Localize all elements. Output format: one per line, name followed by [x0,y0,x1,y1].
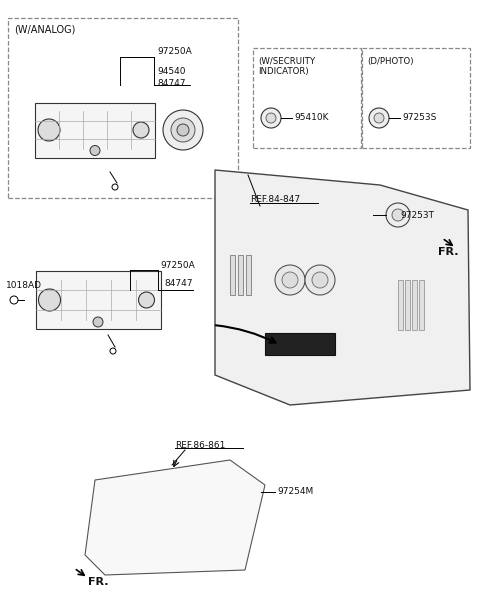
Bar [8,18,238,198]
Circle shape [38,119,60,141]
Circle shape [171,118,195,142]
Bar [35,103,155,157]
Text: (W/SECRUITY
INDICATOR): (W/SECRUITY INDICATOR) [258,57,315,77]
Text: 97250A: 97250A [160,260,195,270]
Text: 97254M: 97254M [277,487,313,496]
Text: 97253T: 97253T [400,210,434,219]
Text: 84747: 84747 [157,78,185,87]
Bar [238,255,243,295]
Text: 95410K: 95410K [294,113,328,122]
Circle shape [266,113,276,123]
Text: 1018AD: 1018AD [6,280,42,289]
Circle shape [312,272,328,288]
Bar [362,48,470,148]
Text: (D/PHOTO): (D/PHOTO) [367,57,413,66]
Bar [36,271,160,329]
Circle shape [392,209,404,221]
Circle shape [282,272,298,288]
Circle shape [110,348,116,354]
Text: REF.86-861: REF.86-861 [175,441,226,449]
Bar [246,255,251,295]
Text: 84747: 84747 [164,279,192,288]
Text: 97253S: 97253S [402,113,436,122]
Circle shape [374,113,384,123]
Circle shape [163,110,203,150]
Circle shape [386,203,410,227]
Circle shape [369,108,389,128]
Text: (W/ANALOG): (W/ANALOG) [14,24,75,34]
Bar [398,280,403,330]
Circle shape [275,265,305,295]
PathPatch shape [85,460,265,575]
Circle shape [177,124,189,136]
Text: REF.84-847: REF.84-847 [250,195,300,204]
Text: 94540: 94540 [157,68,185,77]
Bar [419,280,424,330]
Text: FR.: FR. [88,577,108,587]
Circle shape [305,265,335,295]
Circle shape [90,145,100,156]
Text: 97250A: 97250A [157,48,192,57]
Bar [251,486,261,498]
Bar [405,280,410,330]
Bar [265,333,335,355]
Bar [253,48,361,148]
Circle shape [139,292,155,308]
Circle shape [112,184,118,190]
Circle shape [10,296,18,304]
Circle shape [261,108,281,128]
Circle shape [93,317,103,327]
Circle shape [133,122,149,138]
Bar [230,255,235,295]
Text: FR.: FR. [438,247,458,257]
Circle shape [38,289,60,311]
PathPatch shape [215,170,470,405]
Bar [412,280,417,330]
